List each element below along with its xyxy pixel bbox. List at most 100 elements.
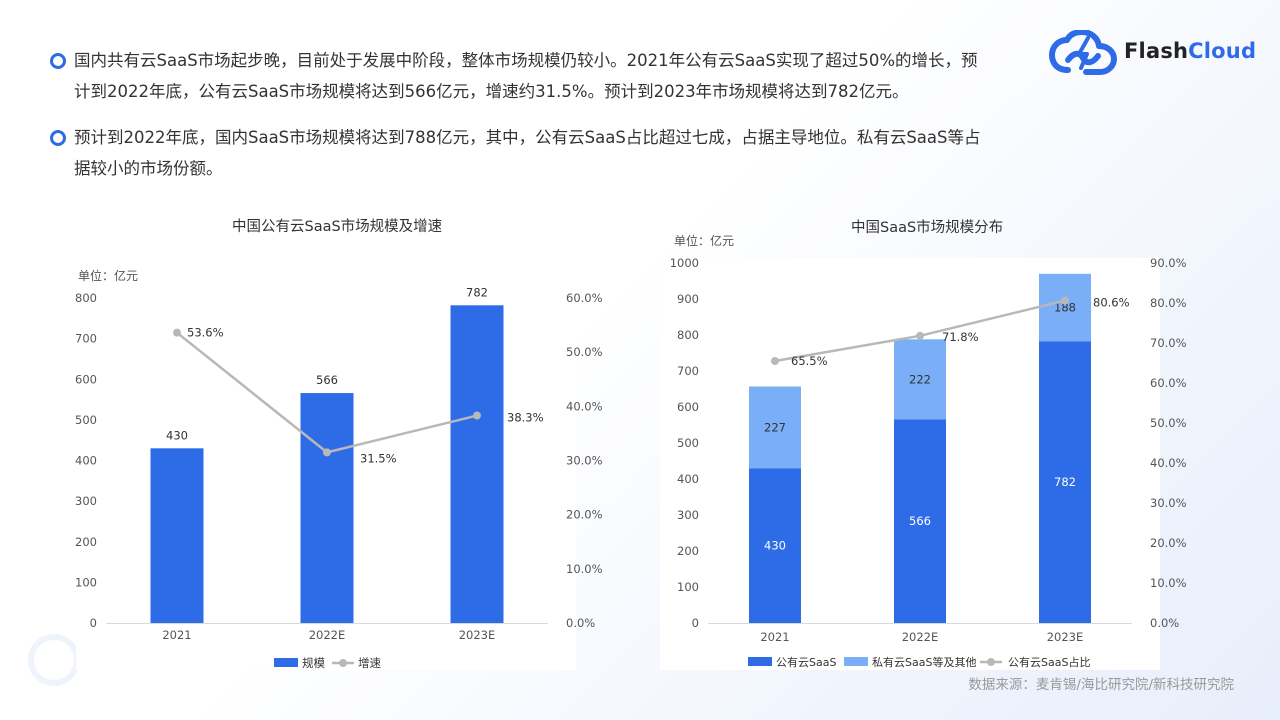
chart2-y2-tick: 20.0%	[1150, 536, 1187, 550]
chart1-bar	[300, 393, 354, 623]
chart2-y2-tick: 10.0%	[1150, 576, 1187, 590]
chart1-growth-point	[173, 328, 181, 337]
bullet-2-line2: 据较小的市场份额。	[74, 159, 223, 178]
chart2-y-tick: 100	[677, 580, 699, 594]
chart2-legend-public-label: 公有云SaaS	[776, 655, 836, 669]
chart2-bar-public-label: 782	[1054, 475, 1076, 489]
chart2-share-point	[771, 357, 779, 365]
chart1-growth-point	[473, 411, 481, 420]
chart2-y-tick: 600	[677, 400, 699, 414]
chart2-y2-tick: 80.0%	[1150, 296, 1187, 310]
chart1-unit: 单位：亿元	[78, 269, 139, 283]
chart1-y-tick: 500	[75, 413, 97, 427]
chart1-y2-tick: 0.0%	[566, 616, 595, 630]
cloud-logo-icon	[1049, 29, 1117, 75]
chart1-bar	[450, 305, 504, 623]
chart2-y2-tick: 0.0%	[1150, 616, 1179, 630]
chart2-bar-public	[1039, 341, 1091, 623]
chart1-y2-tick: 20.0%	[566, 508, 603, 522]
chart1-y-tick: 100	[75, 575, 97, 589]
flashcloud-logo: FlashCloud	[1048, 29, 1256, 76]
chart2-bar-private-label: 227	[764, 420, 786, 434]
brand-part2: Cloud	[1188, 39, 1257, 63]
bullet-2: 预计到2022年底，国内SaaS市场规模将达到788亿元，其中，公有云SaaS占…	[50, 122, 1050, 184]
chart1-y-tick: 600	[75, 372, 97, 386]
chart1-growth-label: 31.5%	[360, 451, 397, 465]
chart2-bar-private	[894, 339, 946, 420]
chart1-y-tick: 0	[90, 616, 97, 630]
chart2-y2-tick: 50.0%	[1150, 416, 1187, 430]
chart2-y2-tick: 30.0%	[1150, 496, 1187, 510]
chart2-y-tick: 500	[677, 436, 699, 450]
chart2-bar-private-label: 188	[1054, 301, 1076, 315]
chart2-y-tick: 300	[677, 508, 699, 522]
chart2-y2-tick: 60.0%	[1150, 376, 1187, 390]
chart1-legend-line-label: 增速	[358, 656, 381, 670]
chart2-legend-public-swatch	[748, 657, 772, 666]
chart1-y-tick: 700	[75, 332, 97, 346]
chart2-y-tick: 0	[692, 616, 699, 630]
chart2-y2-tick: 90.0%	[1150, 256, 1187, 270]
chart2-y-tick: 1000	[670, 256, 699, 270]
chart1-growth-label: 53.6%	[187, 326, 224, 340]
bullet-1-line1: 国内共有云SaaS市场起步晚，目前处于发展中阶段，整体市场规模仍较小。2021年…	[74, 51, 978, 70]
chart1-y2-tick: 60.0%	[566, 291, 603, 305]
chart1-y2-tick: 50.0%	[566, 345, 603, 359]
chart2-bar-public-label: 566	[909, 514, 931, 528]
brand-name: FlashCloud	[1124, 39, 1256, 63]
chart1-svg: 0 100 200 300 400 500 600 700 800 0.0% 10.0% 20.0% 3…	[75, 285, 603, 670]
chart2-bar-public-label: 430	[764, 539, 786, 553]
chart1-legend-bar-swatch	[274, 658, 298, 667]
chart1-bar	[150, 448, 204, 623]
chart1-legend-line-dot	[339, 659, 347, 667]
chart2-y-tick: 400	[677, 472, 699, 486]
chart2-bar-private	[749, 386, 801, 469]
chart2-bar-public	[749, 468, 801, 623]
chart2-y-tick: 700	[677, 364, 699, 378]
chart1-growth-point	[323, 448, 331, 457]
chart2-share-label: 80.6%	[1093, 296, 1130, 310]
chart1-y-tick: 400	[75, 454, 97, 468]
chart1-y-tick: 200	[75, 535, 97, 549]
chart1-bar-label: 566	[316, 373, 338, 387]
chart2-y2-tick: 40.0%	[1150, 456, 1187, 470]
chart2-x-tick: 2021	[760, 630, 789, 644]
chart1-x-tick: 2022E	[309, 628, 346, 642]
chart2-share-label: 71.8%	[942, 330, 979, 344]
chart2-share-point	[1061, 296, 1069, 305]
chart1-growth-label: 38.3%	[507, 411, 544, 425]
chart1-x-tick: 2023E	[459, 628, 496, 642]
chart1-y-tick: 300	[75, 494, 97, 508]
chart2-bar-private-label: 222	[909, 372, 931, 386]
chart2-y-tick: 800	[677, 328, 699, 342]
chart1-x-tick: 2021	[162, 628, 191, 642]
chart2-legend-private-label: 私有云SaaS等及其他	[872, 655, 976, 669]
chart1-title: 中国公有云SaaS市场规模及增速	[232, 219, 443, 235]
bullet-1: 国内共有云SaaS市场起步晚，目前处于发展中阶段，整体市场规模仍较小。2021年…	[50, 45, 1050, 107]
chart2-legend-private-swatch	[844, 657, 868, 666]
chart2-legend-line-dot	[987, 658, 995, 666]
chart2-y2-tick: 70.0%	[1150, 336, 1187, 350]
chart2-title: 中国SaaS市场规模分布	[851, 220, 1004, 236]
data-source: 数据来源：麦肯锡/海比研究院/新科技研究院	[968, 677, 1234, 693]
chart2-x-tick: 2023E	[1047, 630, 1084, 644]
chart1-bar-label: 430	[166, 428, 188, 442]
chart1-y2-tick: 30.0%	[566, 454, 603, 468]
chart1-y2-tick: 10.0%	[566, 562, 603, 576]
chart2-bar-private	[1039, 273, 1091, 342]
bullet-2-line1: 预计到2022年底，国内SaaS市场规模将达到788亿元，其中，公有云SaaS占…	[74, 128, 981, 147]
chart1-legend-bar-label: 规模	[302, 656, 325, 670]
bullet-ring-icon	[50, 53, 66, 69]
chart1-y-tick: 800	[75, 291, 97, 305]
chart2-share-point	[916, 331, 924, 340]
chart2-share-label: 65.5%	[791, 354, 828, 368]
chart2-bar-public	[894, 419, 946, 623]
brand-part1: Flash	[1124, 39, 1189, 63]
chart2-y-tick: 900	[677, 292, 699, 306]
chart2-y-tick: 200	[677, 544, 699, 558]
chart2-x-tick: 2022E	[902, 630, 939, 644]
bullet-ring-icon	[50, 130, 66, 146]
chart1-bar-label: 782	[466, 285, 488, 299]
chart1-y2-tick: 40.0%	[566, 399, 603, 413]
